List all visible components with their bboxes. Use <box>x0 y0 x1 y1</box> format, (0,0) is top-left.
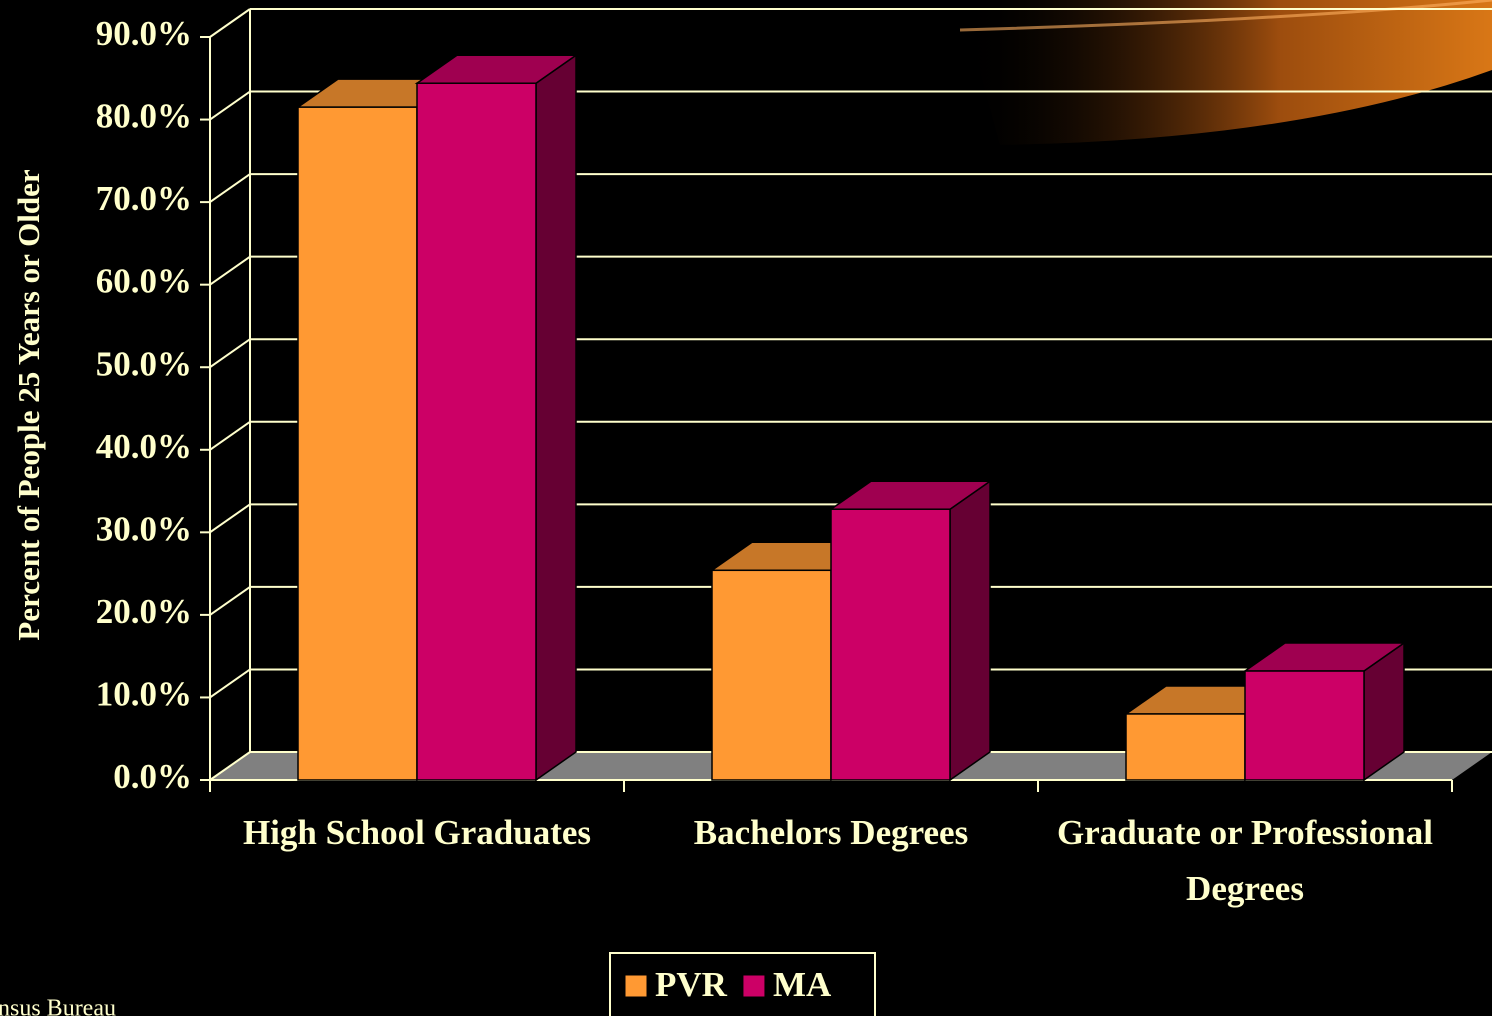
x-tick-label: Bachelors Degrees <box>631 805 1031 861</box>
bar-side <box>950 481 990 780</box>
legend-swatch <box>625 975 647 997</box>
legend-swatch <box>743 975 765 997</box>
grid-line <box>210 257 250 285</box>
y-tick-label: 80.0% <box>96 97 192 136</box>
grid-line <box>210 339 250 367</box>
y-tick-label: 40.0% <box>96 427 192 466</box>
bar <box>831 509 950 780</box>
grid-line <box>210 669 250 697</box>
decoration <box>960 0 1492 145</box>
y-tick-label: 70.0% <box>96 179 192 218</box>
bar <box>712 570 831 780</box>
y-tick-label: 0.0% <box>113 757 192 796</box>
y-tick-label: 10.0% <box>96 674 192 713</box>
bar <box>417 83 536 780</box>
y-axis-title: Percent of People 25 Years or Older <box>11 169 46 640</box>
page: {"chart_data": {"type": "bar3d", "y_labe… <box>0 0 1492 1016</box>
y-tick-label: 60.0% <box>96 262 192 301</box>
plot-area: 0.0% 10.0% 20.0% 30.0% 40.0% 50.0% 60.0% 70.0% 8… <box>96 9 1492 796</box>
bar-side <box>536 55 576 780</box>
grid-line <box>210 9 250 37</box>
grid-line <box>210 504 250 532</box>
x-tick-label: High School Graduates <box>217 805 617 861</box>
grid-line <box>210 174 250 202</box>
source-note: nsus Bureau <box>0 996 116 1016</box>
grid-line <box>210 422 250 450</box>
grid-line <box>210 587 250 615</box>
legend-label: MA <box>773 965 832 1004</box>
bar <box>298 107 417 780</box>
bar <box>1126 714 1245 780</box>
y-tick-label: 50.0% <box>96 344 192 383</box>
y-tick-label: 20.0% <box>96 592 192 631</box>
legend-label: PVR <box>655 965 728 1004</box>
x-tick-label: Graduate or Professional Degrees <box>1045 805 1445 917</box>
y-tick-label: 30.0% <box>96 509 192 548</box>
y-tick-label: 90.0% <box>96 14 192 53</box>
grid-line <box>210 92 250 120</box>
bar <box>1245 671 1364 780</box>
